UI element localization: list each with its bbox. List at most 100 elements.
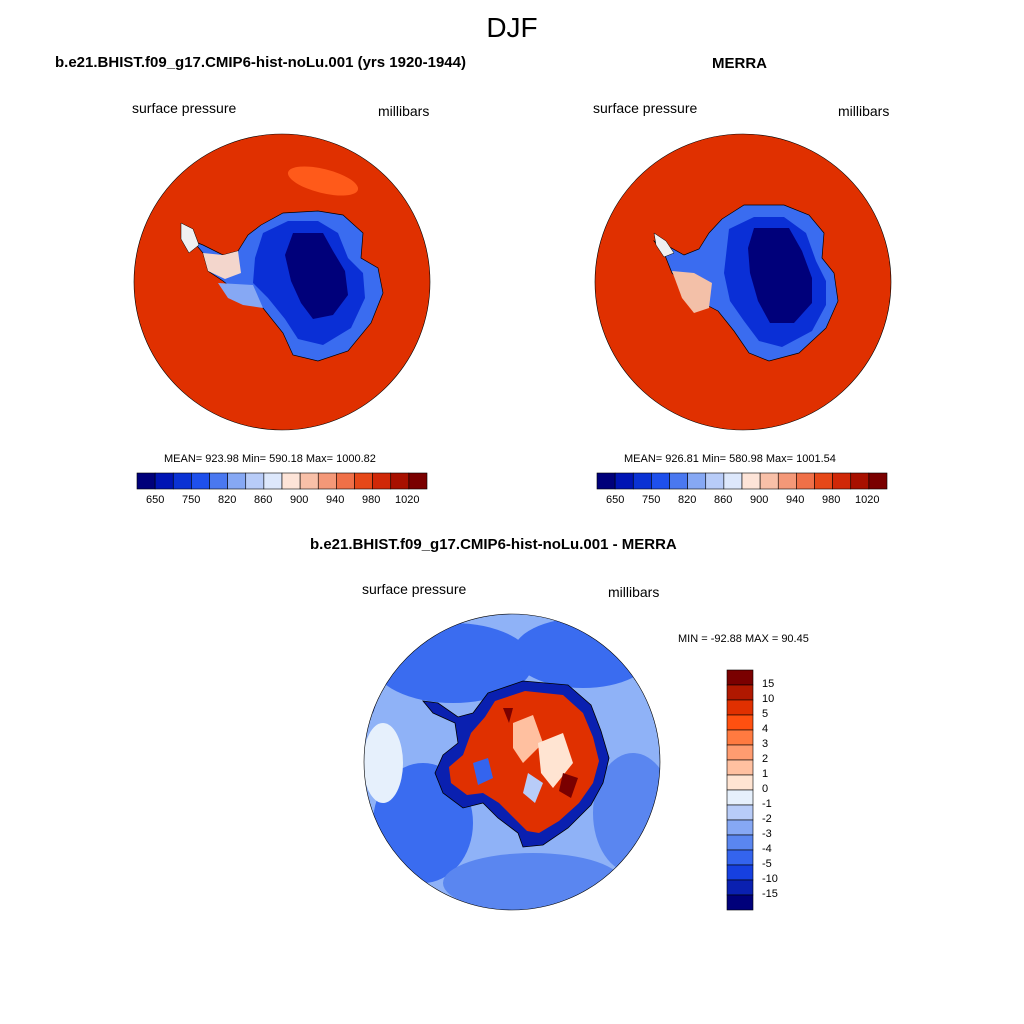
model-colorbar-ticks: 650 750 820 860 900 940 980 1020 [137, 494, 427, 508]
obs-panel-title: MERRA [712, 55, 767, 72]
colorbar-swatch [596, 472, 616, 490]
diff-colorbar-ticks: 15 10 5 4 3 2 1 0 -1 -2 -3 -4 -5 -10 -15 [760, 678, 800, 908]
colorbar-swatch [726, 849, 754, 866]
colorbar-swatch [726, 729, 754, 746]
colorbar-swatch [317, 472, 337, 490]
diff-tick: 1 [762, 768, 769, 780]
obs-tick: 820 [678, 494, 697, 506]
colorbar-swatch [814, 472, 833, 490]
obs-tick: 860 [714, 494, 733, 506]
colorbar-swatch [726, 804, 754, 821]
diff-polar-map [363, 613, 661, 911]
colorbar-swatch [726, 714, 754, 731]
colorbar-swatch [390, 472, 410, 490]
obs-tick: 750 [642, 494, 661, 506]
model-units-label: millibars [378, 103, 430, 119]
colorbar-swatch [191, 472, 210, 490]
diff-variable-label: surface pressure [362, 581, 467, 597]
colorbar-swatch [726, 669, 754, 686]
colorbar-swatch [245, 472, 265, 490]
colorbar-swatch [372, 472, 392, 490]
colorbar-swatch [354, 472, 373, 490]
diff-colorbar [726, 669, 754, 911]
colorbar-swatch [687, 472, 707, 490]
obs-polar-map [594, 133, 892, 431]
colorbar-swatch [632, 472, 652, 490]
model-tick: 940 [326, 494, 345, 506]
colorbar-swatch [726, 759, 754, 776]
obs-variable-label: surface pressure [593, 100, 698, 116]
obs-tick: 1020 [855, 494, 880, 506]
model-variable-label: surface pressure [132, 100, 237, 116]
colorbar-swatch [669, 472, 688, 490]
colorbar-swatch [726, 819, 754, 836]
diff-tick: -15 [762, 888, 778, 900]
colorbar-swatch [408, 472, 428, 490]
colorbar-swatch [726, 684, 754, 701]
colorbar-swatch [726, 894, 754, 911]
diff-tick: 5 [762, 708, 769, 720]
diff-tick: -1 [762, 798, 772, 810]
colorbar-swatch [850, 472, 870, 490]
diff-tick: -5 [762, 858, 772, 870]
diff-tick: 10 [762, 693, 775, 705]
obs-units-label: millibars [838, 103, 890, 119]
colorbar-swatch [281, 472, 301, 490]
colorbar-swatch [796, 472, 815, 490]
diff-tick: 2 [762, 753, 769, 765]
colorbar-swatch [723, 472, 743, 490]
colorbar-swatch [336, 472, 355, 490]
diff-tick: -2 [762, 813, 772, 825]
obs-colorbar-ticks: 650 750 820 860 900 940 980 1020 [597, 494, 887, 508]
diff-panel-title: b.e21.BHIST.f09_g17.CMIP6-hist-noLu.001 … [310, 536, 677, 553]
model-tick: 650 [146, 494, 165, 506]
model-colorbar [136, 472, 428, 490]
colorbar-swatch [726, 744, 754, 761]
colorbar-swatch [726, 789, 754, 806]
colorbar-swatch [705, 472, 725, 490]
model-tick: 750 [182, 494, 201, 506]
colorbar-swatch [726, 879, 754, 896]
model-tick: 900 [290, 494, 309, 506]
colorbar-swatch [726, 864, 754, 881]
diff-units-label: millibars [608, 584, 660, 600]
obs-colorbar [596, 472, 888, 490]
colorbar-swatch [154, 472, 174, 490]
diff-tick: 4 [762, 723, 769, 735]
colorbar-swatch [209, 472, 228, 490]
model-tick: 1020 [395, 494, 420, 506]
colorbar-swatch [726, 699, 754, 716]
obs-tick: 900 [750, 494, 769, 506]
colorbar-swatch [172, 472, 192, 490]
colorbar-swatch [263, 472, 283, 490]
colorbar-swatch [614, 472, 634, 490]
model-polar-map [133, 133, 431, 431]
diff-tick: 3 [762, 738, 769, 750]
model-tick: 820 [218, 494, 237, 506]
obs-tick: 650 [606, 494, 625, 506]
diff-tick: 15 [762, 678, 775, 690]
colorbar-swatch [136, 472, 156, 490]
obs-stats: MEAN= 926.81 Min= 580.98 Max= 1001.54 [624, 453, 836, 465]
obs-tick: 940 [786, 494, 805, 506]
colorbar-swatch [726, 834, 754, 851]
diff-tick: 0 [762, 783, 769, 795]
diff-tick: -10 [762, 873, 778, 885]
colorbar-swatch [832, 472, 852, 490]
figure-title: DJF [486, 12, 538, 43]
colorbar-swatch [651, 472, 670, 490]
model-tick: 860 [254, 494, 273, 506]
model-stats: MEAN= 923.98 Min= 590.18 Max= 1000.82 [164, 453, 376, 465]
diff-tick: -3 [762, 828, 772, 840]
diff-stats: MIN = -92.88 MAX = 90.45 [678, 633, 809, 645]
colorbar-swatch [299, 472, 319, 490]
colorbar-swatch [741, 472, 761, 490]
model-panel-title: b.e21.BHIST.f09_g17.CMIP6-hist-noLu.001 … [55, 54, 466, 71]
colorbar-swatch [726, 774, 754, 791]
colorbar-swatch [777, 472, 797, 490]
colorbar-swatch [868, 472, 888, 490]
colorbar-swatch [227, 472, 247, 490]
obs-tick: 980 [822, 494, 841, 506]
model-tick: 980 [362, 494, 381, 506]
colorbar-swatch [759, 472, 779, 490]
